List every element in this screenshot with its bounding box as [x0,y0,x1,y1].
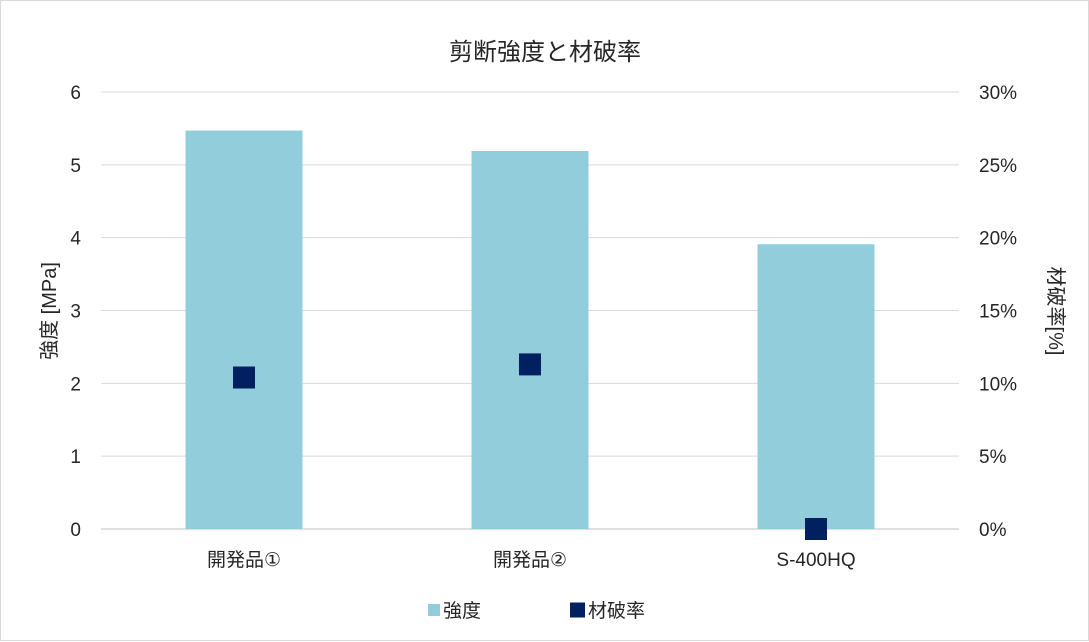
marker-point [519,353,541,376]
right-axis-ticks: 0% 5% 10% 15% 20% 25% 30% [979,83,1017,541]
left-tick-label: 5 [70,156,81,177]
left-axis-label: 強度 [MPa] [38,262,61,360]
left-tick-label: 0 [70,520,81,541]
left-tick-label: 6 [70,83,81,104]
left-tick-label: 1 [70,447,81,468]
marker-series [233,353,827,540]
right-tick-label: 5% [979,447,1007,468]
bar [185,130,303,529]
right-tick-label: 25% [979,156,1017,177]
category-label: 開発品② [493,549,567,571]
legend: 強度 材破率 [428,600,645,622]
legend-swatch [570,602,585,618]
left-tick-label: 4 [70,229,81,250]
marker-point [805,518,827,540]
right-tick-label: 0% [979,520,1007,541]
right-tick-label: 20% [979,229,1017,250]
chart-title: 剪断強度と材破率 [449,39,641,66]
legend-label: 材破率 [588,600,645,622]
marker-point [233,366,255,389]
left-tick-label: 3 [70,302,81,323]
category-label: S-400HQ [776,550,855,571]
right-axis-label: 材破率[%] [1044,267,1067,356]
bar-series [185,130,875,529]
legend-swatch [428,604,440,616]
left-axis-ticks: 0 1 2 3 4 5 6 [70,83,81,541]
bar [471,150,589,529]
category-labels: 開発品① 開発品② S-400HQ [207,549,856,571]
right-tick-label: 15% [979,302,1017,323]
legend-label: 強度 [443,600,481,622]
category-label: 開発品① [207,549,281,571]
left-tick-label: 2 [70,374,81,395]
right-tick-label: 10% [979,374,1017,395]
right-tick-label: 30% [979,83,1017,104]
bar [757,244,875,529]
